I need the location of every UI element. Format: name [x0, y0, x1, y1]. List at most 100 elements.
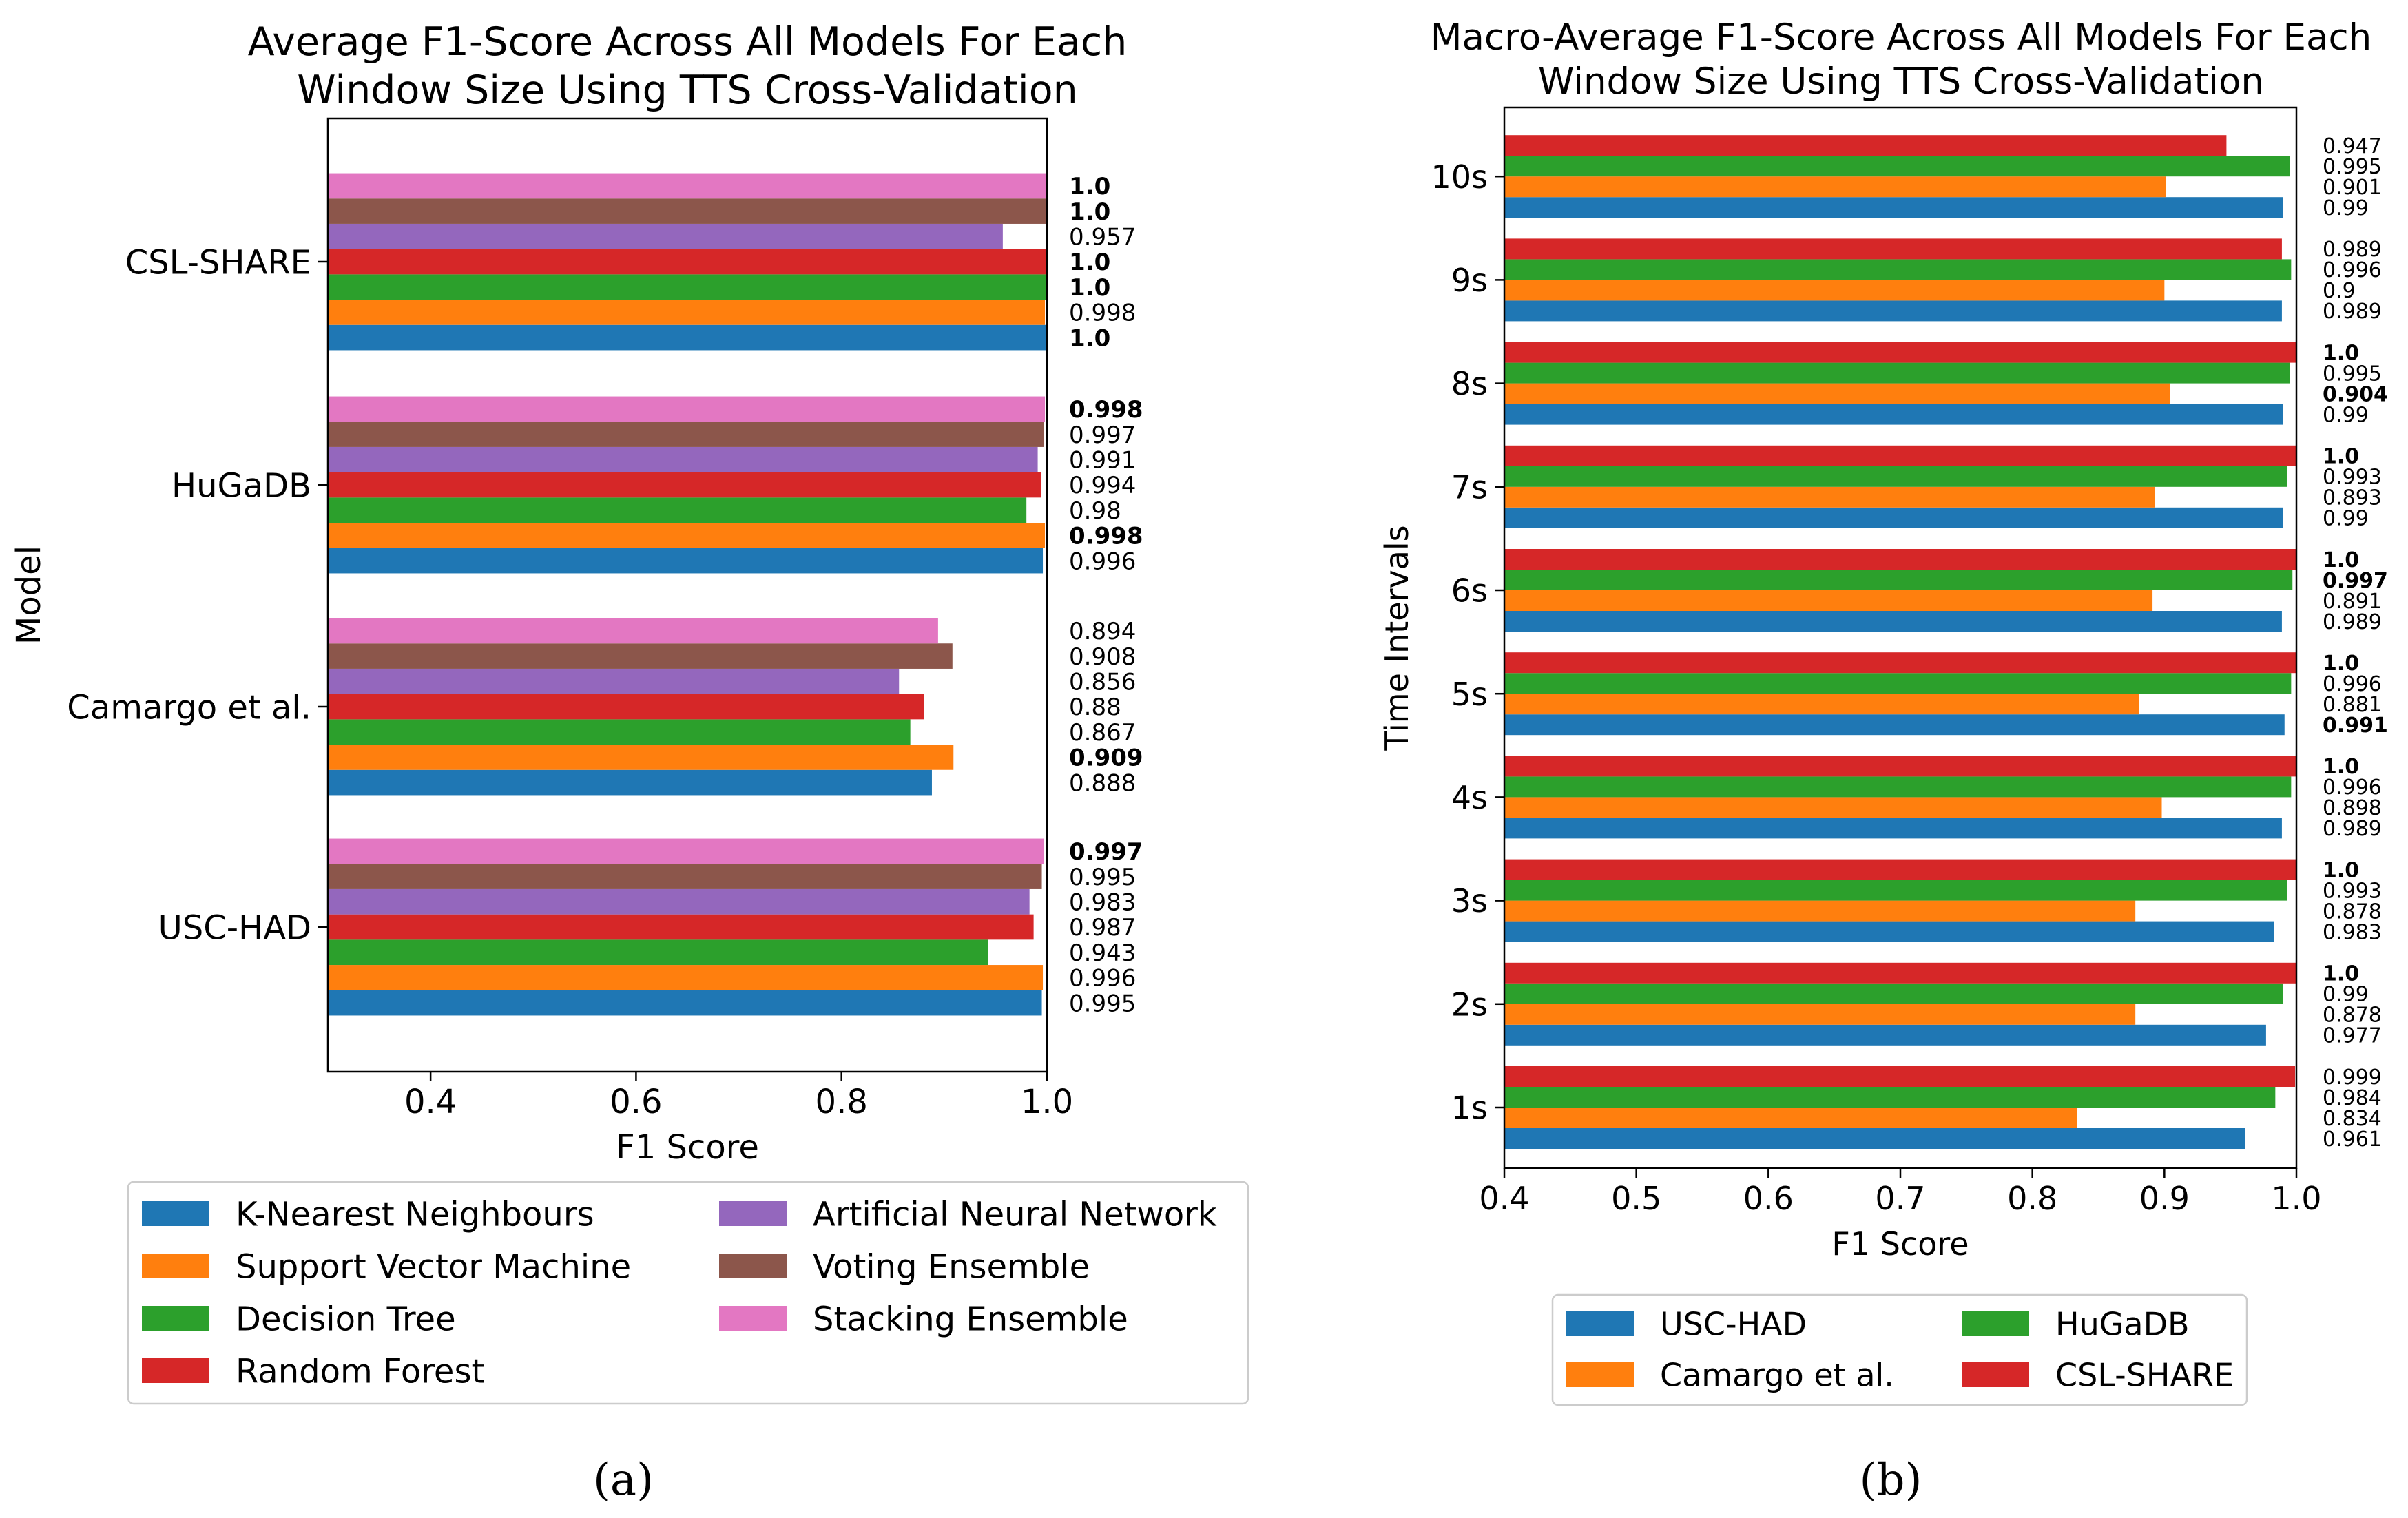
bar-value-label: 1.0 — [2323, 962, 2359, 986]
legend-swatch — [142, 1358, 209, 1383]
bar-camargo-et-al- — [1504, 900, 2136, 922]
bar-value-label: 0.996 — [2323, 672, 2382, 696]
x-tick-label: 1.0 — [2271, 1180, 2321, 1217]
bar-camargo-et-al- — [1504, 694, 2139, 715]
plot-frame — [326, 117, 1048, 1073]
bar-hugadb — [1504, 259, 2292, 280]
legend-box — [127, 1181, 1249, 1405]
bar-value-label: 0.998 — [1069, 396, 1143, 424]
bar-k-nearest-neighbours — [328, 769, 932, 796]
bar-value-label: 0.996 — [2323, 776, 2382, 800]
x-tick-label: 0.9 — [2139, 1180, 2190, 1217]
bar-csl-share — [1504, 859, 2296, 880]
bar-value-label: 0.856 — [1069, 669, 1136, 696]
bar-csl-share — [1504, 135, 2227, 156]
bar-hugadb — [1504, 776, 2292, 798]
bar-camargo-et-al- — [1504, 280, 2165, 301]
bar-decision-tree — [328, 719, 911, 745]
bar-usc-had — [1504, 507, 2283, 528]
x-tick-label: 0.4 — [404, 1083, 457, 1121]
bar-support-vector-machine — [328, 965, 1044, 990]
bar-csl-share — [1504, 445, 2296, 466]
legend-label: Decision Tree — [236, 1300, 456, 1338]
y-tick-label: 7s — [1451, 468, 1488, 506]
bar-hugadb — [1504, 570, 2293, 590]
bar-value-label: 0.987 — [1069, 914, 1136, 942]
bar-value-label: 0.99 — [2323, 196, 2369, 220]
bar-k-nearest-neighbours — [328, 548, 1044, 574]
y-axis-label: Model — [10, 545, 48, 645]
bar-voting-ensemble — [328, 864, 1042, 889]
legend-swatch — [719, 1306, 787, 1331]
bar-value-label: 1.0 — [2323, 548, 2359, 572]
bar-csl-share — [1504, 962, 2296, 984]
bar-value-label: 0.891 — [2323, 590, 2382, 614]
bar-hugadb — [1504, 466, 2287, 487]
legend-label: Voting Ensemble — [813, 1247, 1090, 1286]
bar-decision-tree — [328, 497, 1027, 523]
bar-camargo-et-al- — [1504, 176, 2166, 198]
bar-camargo-et-al- — [1504, 383, 2170, 404]
bar-csl-share — [1504, 652, 2296, 674]
bar-value-label: 0.997 — [1069, 422, 1136, 449]
legend-label: USC-HAD — [1660, 1306, 1807, 1343]
bar-value-label: 0.989 — [2323, 817, 2382, 841]
bar-random-forest — [328, 914, 1034, 940]
x-tick-label: 0.4 — [1479, 1180, 1529, 1217]
bar-value-label: 0.878 — [2323, 900, 2382, 924]
bar-usc-had — [1504, 1024, 2266, 1046]
bar-stacking-ensemble — [328, 838, 1044, 864]
y-tick-label: 6s — [1451, 572, 1488, 610]
y-tick-label: 3s — [1451, 882, 1488, 919]
bar-k-nearest-neighbours — [328, 990, 1042, 1016]
x-tick-label: 0.8 — [816, 1083, 868, 1121]
y-tick-label: 4s — [1451, 779, 1488, 816]
legend-swatch — [1566, 1362, 1634, 1387]
y-tick-label: 5s — [1451, 676, 1488, 713]
bar-hugadb — [1504, 156, 2290, 177]
legend-label: Random Forest — [236, 1352, 484, 1391]
bar-value-label: 0.997 — [2323, 569, 2388, 593]
y-tick-label: 8s — [1451, 365, 1488, 402]
bar-csl-share — [1504, 238, 2282, 260]
bar-value-label: 1.0 — [1069, 324, 1110, 352]
bar-hugadb — [1504, 1087, 2276, 1108]
x-tick-label: 0.5 — [1611, 1180, 1661, 1217]
bar-voting-ensemble — [328, 422, 1044, 447]
bar-stacking-ensemble — [328, 173, 1047, 199]
y-axis-label: Time Intervals — [1378, 525, 1415, 751]
bar-random-forest — [328, 249, 1047, 275]
bar-value-label: 0.893 — [2323, 486, 2382, 510]
legend-label: Camargo et al. — [1660, 1357, 1894, 1394]
x-tick-label: 0.6 — [1743, 1180, 1794, 1217]
bar-value-label: 1.0 — [2323, 341, 2359, 365]
bar-csl-share — [1504, 756, 2296, 777]
bar-usc-had — [1504, 611, 2282, 632]
bar-value-label: 0.989 — [2323, 300, 2382, 324]
bar-usc-had — [1504, 197, 2283, 218]
bar-decision-tree — [328, 274, 1047, 300]
bar-value-label: 0.991 — [2323, 714, 2388, 738]
y-tick-label: HuGaDB — [172, 466, 311, 505]
x-tick-label: 0.7 — [1875, 1180, 1925, 1217]
y-tick-label: 10s — [1431, 158, 1488, 196]
legend-swatch — [1566, 1311, 1634, 1336]
bar-value-label: 0.898 — [2323, 796, 2382, 820]
bar-hugadb — [1504, 983, 2283, 1004]
bar-csl-share — [1504, 549, 2296, 570]
legend-label: K-Nearest Neighbours — [236, 1195, 594, 1234]
bar-value-label: 0.977 — [2323, 1024, 2382, 1048]
bar-decision-tree — [328, 939, 988, 966]
panel-b-chart: Macro-Average F1-Score Across All Models… — [1378, 17, 2388, 1506]
bar-value-label: 0.909 — [1069, 745, 1143, 772]
y-tick-label: 1s — [1451, 1090, 1488, 1127]
bar-camargo-et-al- — [1504, 486, 2155, 508]
bar-value-label: 1.0 — [2323, 858, 2359, 882]
panel-label: (b) — [1860, 1455, 1922, 1506]
bar-camargo-et-al- — [1504, 590, 2153, 611]
legend-swatch — [1962, 1362, 2029, 1387]
bar-value-label: 0.994 — [1069, 472, 1136, 499]
bar-value-label: 0.867 — [1069, 719, 1136, 747]
bar-camargo-et-al- — [1504, 1004, 2136, 1025]
